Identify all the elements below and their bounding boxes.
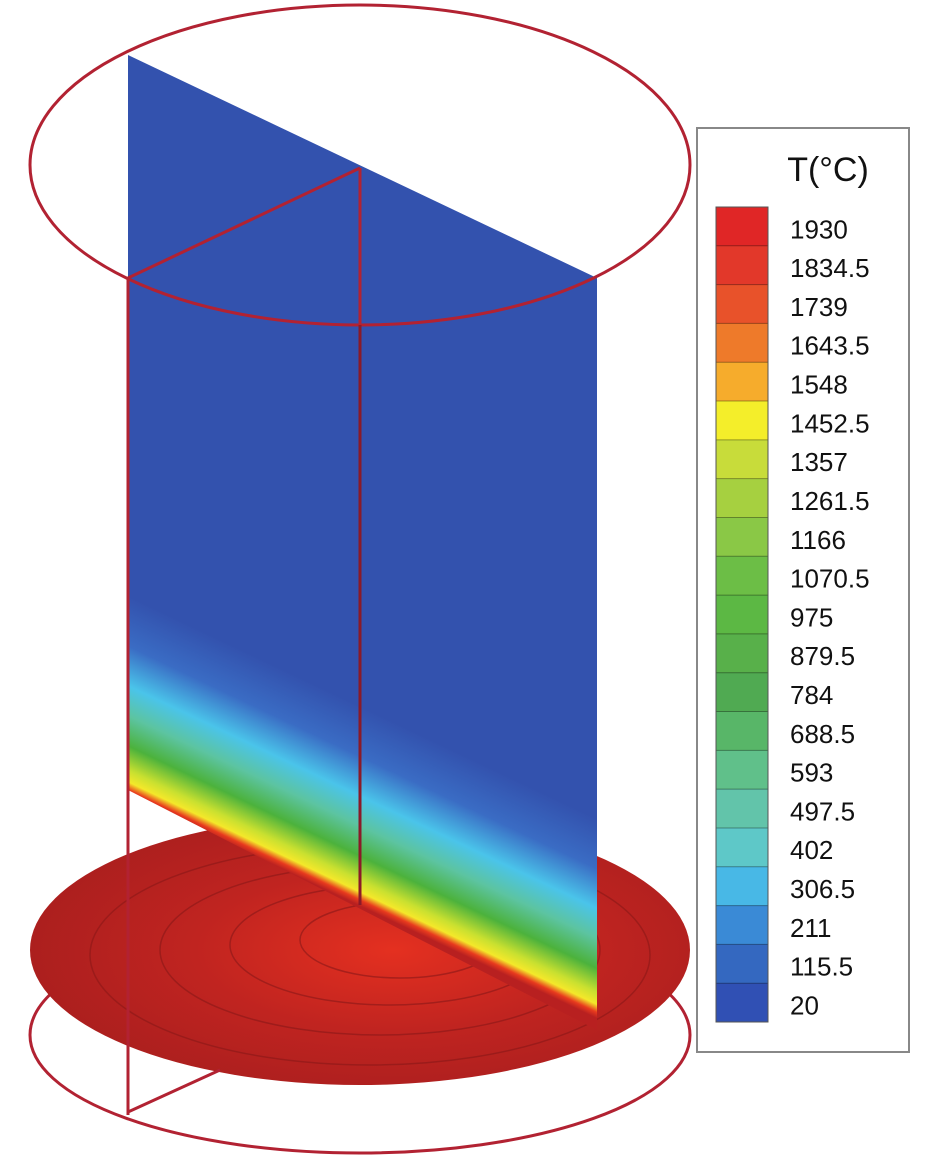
color-swatch [716, 207, 768, 247]
level-label: 1166 [790, 525, 846, 555]
level-label: 1834.5 [790, 253, 870, 283]
section-plane [128, 55, 597, 1030]
color-swatch [716, 827, 768, 868]
level-label: 688.5 [790, 719, 855, 749]
color-swatch [716, 983, 768, 1023]
color-swatch [716, 711, 768, 751]
color-swatch [716, 789, 768, 829]
level-label: 402 [790, 835, 833, 865]
level-label: 497.5 [790, 796, 855, 826]
color-swatch [716, 517, 768, 557]
level-label: 1357 [790, 447, 848, 477]
model [28, 3, 692, 1155]
level-label: 211 [790, 913, 831, 943]
color-swatch [716, 905, 768, 945]
level-label: 1070.5 [790, 564, 870, 594]
level-label: 1930 [790, 214, 848, 244]
level-label: 1739 [790, 292, 848, 322]
color-swatch [716, 284, 768, 324]
color-swatch [716, 672, 768, 713]
color-swatch [716, 595, 768, 635]
color-swatch [716, 439, 768, 480]
color-swatch [716, 478, 768, 518]
color-swatch [716, 401, 768, 441]
color-swatch [716, 633, 768, 674]
level-label: 784 [790, 680, 833, 710]
color-swatch [716, 362, 768, 402]
colorbar-border [715, 206, 769, 1023]
legend: T(°C) 1930 1834.5 1739 1643.5 1548 1452.5 1357… [696, 127, 910, 1053]
level-label: 20 [790, 990, 819, 1020]
color-swatch [716, 323, 768, 363]
color-swatch [716, 944, 768, 984]
legend-title: T(°C) [787, 151, 869, 189]
frame-lines [126, 166, 362, 1115]
level-label: 306.5 [790, 874, 855, 904]
level-label: 1643.5 [790, 331, 870, 361]
color-swatch [716, 750, 768, 790]
level-label: 1261.5 [790, 486, 870, 516]
level-label: 115.5 [790, 952, 853, 982]
level-label: 879.5 [790, 641, 855, 671]
level-label: 1548 [790, 370, 848, 400]
level-label: 975 [790, 602, 833, 632]
level-label: 1452.5 [790, 408, 870, 438]
level-label: 593 [790, 758, 833, 788]
color-swatch [716, 245, 768, 286]
color-swatch [716, 556, 768, 596]
color-swatch [716, 866, 768, 907]
